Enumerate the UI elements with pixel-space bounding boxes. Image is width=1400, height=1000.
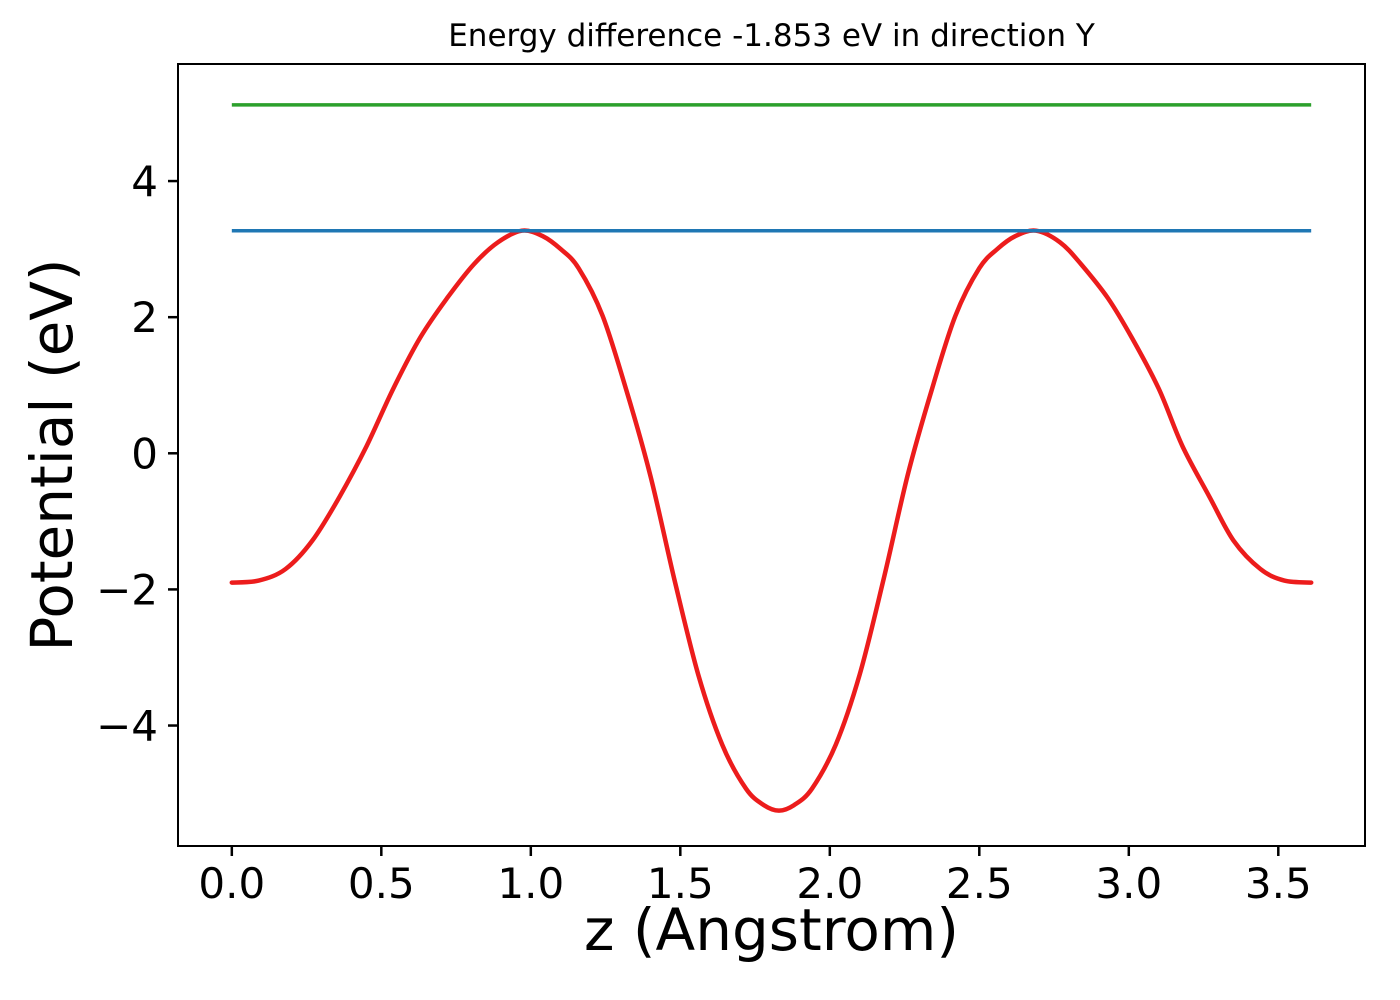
plot-border (177, 63, 1366, 847)
chart-title: Energy difference -1.853 eV in direction… (448, 18, 1095, 54)
y-tick-label: −4 (96, 702, 158, 751)
x-tick-label: 1.5 (647, 859, 714, 908)
x-tick-label: 3.0 (1095, 859, 1162, 908)
x-tick-label: 2.5 (946, 859, 1013, 908)
x-tick-label: 2.0 (796, 859, 863, 908)
x-tick-label: 1.0 (497, 859, 564, 908)
y-tick-label: −2 (96, 565, 158, 614)
x-axis-label: z (Angstrom) (584, 896, 959, 964)
y-axis-label: Potential (eV) (18, 258, 86, 652)
y-tick-label: 4 (131, 157, 158, 206)
x-tick-label: 0.0 (198, 859, 265, 908)
x-tick-label: 3.5 (1245, 859, 1312, 908)
y-tick-label: 2 (131, 293, 158, 342)
y-tick-label: 0 (131, 429, 158, 478)
x-tick-label: 0.5 (348, 859, 415, 908)
red-curve (229, 228, 1314, 813)
